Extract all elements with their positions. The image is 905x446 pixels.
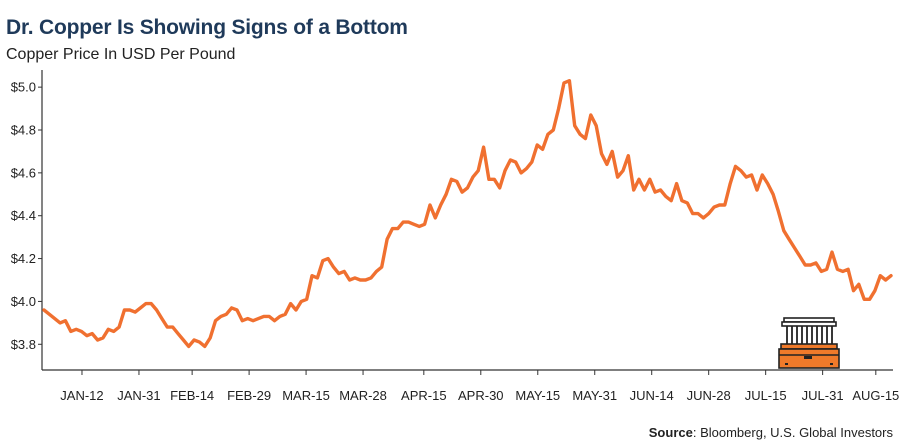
y-tick-label: $4.4 [11,208,36,223]
source-note: Source: Bloomberg, U.S. Global Investors [648,425,893,440]
copper-price-line [42,78,893,349]
x-tick-label: JUL-15 [745,388,787,403]
x-tick-label: JUN-28 [687,388,731,403]
chart-axes [41,70,893,371]
bank-building-icon [778,317,840,369]
y-axis-ticks: $3.8 $4.0 $4.2 $4.4 $4.6 $4.8 $5.0 [11,80,42,352]
x-tick-label: MAR-28 [339,388,387,403]
y-tick-label: $4.6 [11,165,36,180]
x-tick-label: JAN-31 [117,388,160,403]
y-tick-label: $3.8 [11,337,36,352]
chart-title: Dr. Copper Is Showing Signs of a Bottom [6,16,408,39]
y-tick-label: $4.8 [11,123,36,138]
x-tick-label: MAY-31 [572,388,617,403]
x-tick-label: FEB-14 [170,388,214,403]
source-label: Source [648,425,693,440]
x-tick-label: JAN-12 [60,388,103,403]
y-tick-label: $5.0 [11,80,36,95]
x-tick-label: JUL-31 [802,388,844,403]
source-text: Bloomberg, U.S. Global Investors [700,425,893,440]
chart-series [42,78,893,349]
y-tick-label: $4.0 [11,294,36,309]
x-tick-label: APR-30 [458,388,504,403]
x-tick-label: AUG-15 [852,388,899,403]
x-tick-label: JUN-14 [630,388,674,403]
y-tick-label: $4.2 [11,251,36,266]
x-tick-label: FEB-29 [227,388,271,403]
x-tick-label: MAR-15 [282,388,330,403]
x-axis-ticks: JAN-12 JAN-31 FEB-14 FEB-29 MAR-15 MAR-28 APR-… [60,370,899,403]
x-tick-label: MAY-15 [515,388,560,403]
chart-subtitle: Copper Price In USD Per Pound [6,46,236,63]
x-tick-label: APR-15 [401,388,447,403]
